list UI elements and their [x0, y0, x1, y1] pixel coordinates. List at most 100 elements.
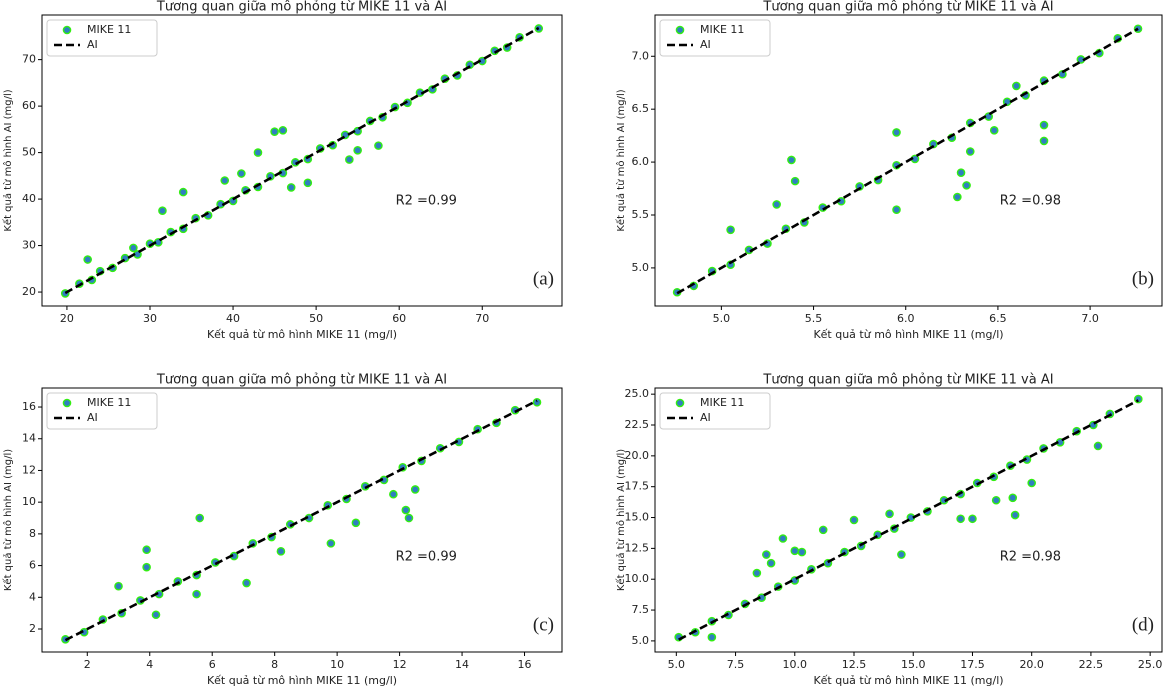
- y-tick-label: 7.5: [632, 603, 650, 616]
- x-tick-label: 4: [146, 658, 153, 671]
- x-tick-label: 7.5: [727, 658, 745, 671]
- legend-marker: [62, 25, 72, 35]
- x-tick-label: 20.0: [1019, 658, 1044, 671]
- y-tick-label: 15.0: [625, 511, 650, 524]
- scatter-point: [1012, 81, 1021, 91]
- scatter-point: [965, 147, 975, 156]
- y-tick-label: 5.0: [632, 634, 650, 647]
- scatter-point: [389, 489, 398, 499]
- x-axis-label: Kết quả từ mô hình MIKE 11 (mg/l): [207, 328, 397, 341]
- scatter-point: [849, 515, 859, 525]
- scatter-point: [1008, 493, 1018, 503]
- scatter-point: [178, 187, 188, 197]
- plot-frame: [41, 387, 563, 653]
- scatter-point: [953, 192, 962, 202]
- plot-frame: [41, 14, 563, 307]
- scatter-point: [142, 545, 151, 555]
- legend-box: [659, 19, 771, 57]
- y-tick-label: 17.5: [625, 480, 650, 493]
- chart-title: Tương quan giữa mô phỏng từ MIKE 11 và A…: [762, 0, 1053, 15]
- y-tick-label: 70: [22, 53, 36, 66]
- y-tick-label: 10.0: [625, 572, 650, 585]
- plot-frame: [654, 387, 1163, 653]
- scatter-point: [892, 128, 901, 137]
- scatter-point: [237, 169, 246, 178]
- y-tick-label: 6.5: [632, 102, 650, 115]
- scatter-point: [790, 176, 800, 186]
- x-tick-label: 10: [330, 658, 344, 671]
- y-tick-label: 50: [22, 146, 36, 159]
- x-tick-label: 5.0: [668, 658, 686, 671]
- x-tick-label: 6: [209, 658, 216, 671]
- legend-label: AI: [87, 38, 98, 51]
- y-tick-label: 14: [22, 432, 36, 445]
- legend-label: MIKE 11: [87, 23, 131, 36]
- chart-title: Tương quan giữa mô phỏng từ MIKE 11 và A…: [156, 0, 447, 15]
- scatter-point: [192, 589, 201, 599]
- scatter-point: [989, 126, 999, 135]
- x-tick-label: 12: [393, 658, 407, 671]
- scatter-point: [991, 495, 1001, 505]
- scatter-point: [532, 397, 542, 407]
- fit-line: [678, 399, 1139, 641]
- scatter-point: [151, 610, 161, 620]
- scatter-point: [410, 485, 420, 494]
- scatter-point: [242, 578, 251, 588]
- plot-frame: [654, 14, 1163, 307]
- legend-marker: [62, 398, 72, 408]
- scatter-point: [345, 155, 354, 164]
- scatter-point: [787, 155, 796, 165]
- y-tick-label: 16: [22, 400, 36, 413]
- y-tick-label: 12.5: [625, 541, 650, 554]
- panel-label: (a): [533, 268, 554, 289]
- fit-line: [64, 26, 540, 295]
- panel-label: (b): [1132, 268, 1154, 289]
- scatter-point: [707, 632, 717, 642]
- x-tick-label: 14: [455, 658, 469, 671]
- scatter-point: [286, 183, 296, 192]
- legend-marker: [675, 25, 685, 35]
- scatter-point: [772, 200, 781, 209]
- scatter-point: [401, 505, 411, 515]
- x-tick-label: 7.0: [1081, 312, 1099, 325]
- scatter-point: [1039, 136, 1049, 146]
- x-axis-label: Kết quả từ mô hình MIKE 11 (mg/l): [813, 328, 1003, 341]
- y-tick-label: 5.0: [632, 261, 650, 274]
- scatter-point: [762, 550, 771, 559]
- scatter-point: [897, 550, 906, 559]
- legend-label: AI: [87, 411, 98, 424]
- x-tick-label: 70: [475, 312, 489, 325]
- scatter-point: [353, 145, 362, 155]
- y-tick-label: 7.0: [632, 49, 650, 62]
- scatter-point: [1010, 510, 1020, 520]
- scatter-point: [892, 205, 901, 215]
- scatter-point: [778, 534, 788, 543]
- y-tick-label: 2: [29, 622, 36, 635]
- scatter-point: [1039, 120, 1049, 130]
- scatter-point: [270, 127, 279, 136]
- scatter-point: [195, 513, 205, 523]
- x-tick-label: 17.5: [960, 658, 985, 671]
- legend-box: [46, 392, 158, 430]
- scatter-point: [114, 581, 123, 591]
- scatter-point: [404, 513, 414, 523]
- y-axis-label: Kết quả từ mô hình AI (mg/l): [615, 89, 627, 231]
- x-tick-label: 10.0: [783, 658, 808, 671]
- y-tick-label: 5.5: [632, 208, 650, 221]
- y-tick-label: 6: [29, 559, 36, 572]
- y-tick-label: 60: [22, 99, 36, 112]
- x-tick-label: 30: [143, 312, 157, 325]
- chart-title: Tương quan giữa mô phỏng từ MIKE 11 và A…: [156, 373, 447, 388]
- y-tick-label: 30: [22, 239, 36, 252]
- annotation: R2 =0.99: [396, 549, 457, 564]
- scatter-point: [129, 243, 138, 253]
- y-tick-label: 20.0: [625, 449, 650, 462]
- scatter-point: [374, 141, 383, 150]
- panel-label: (d): [1132, 614, 1154, 635]
- scatter-point: [278, 125, 288, 135]
- legend-marker: [675, 398, 685, 408]
- scatter-point: [303, 178, 313, 188]
- scatter-point: [326, 539, 336, 548]
- x-axis-label: Kết quả từ mô hình MIKE 11 (mg/l): [207, 674, 397, 687]
